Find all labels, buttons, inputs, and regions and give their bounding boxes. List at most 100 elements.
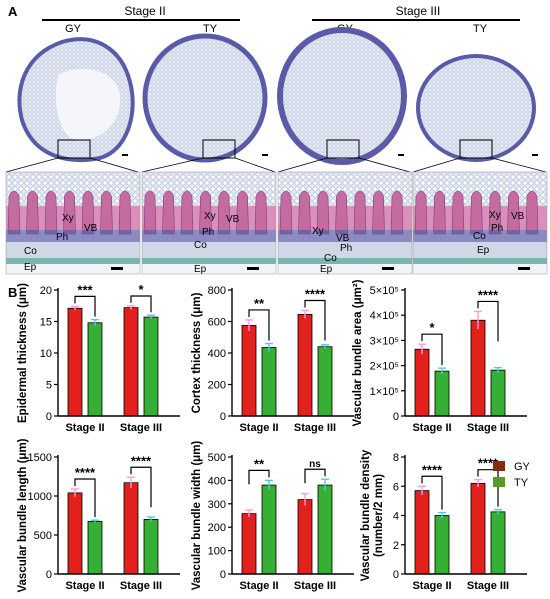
x-category-label: Stage II — [239, 580, 278, 592]
y-tick-label: 10 — [40, 348, 52, 360]
bar-chart-6: 0 2 4 6 8 Vascular bundle density(number/2 mm… — [360, 449, 527, 592]
phloem-band — [6, 230, 140, 242]
zoom-line — [491, 157, 547, 173]
significance-label: *** — [77, 282, 93, 297]
y-tick-label: 800 — [208, 285, 226, 297]
tissue-label: Ep — [477, 245, 490, 256]
x-category-label: Stage III — [467, 422, 509, 434]
outside-region — [142, 264, 276, 274]
y-tick-label: 8 — [393, 452, 399, 464]
significance-label: ** — [254, 296, 265, 311]
significance-label: * — [429, 320, 435, 335]
zoom-line — [412, 157, 461, 173]
bar-ty — [490, 511, 506, 575]
y-tick-label: 200 — [208, 522, 226, 534]
significance-bracket — [130, 295, 152, 313]
phloem-band — [278, 230, 412, 242]
y-tick-label: 0 — [46, 411, 52, 423]
cross-section-gy-stage3 — [277, 27, 407, 165]
vascular-bundle — [26, 190, 39, 235]
vascular-bundle — [414, 190, 428, 235]
x-category-label: Stage II — [412, 422, 451, 434]
y-tick-label: 4×10⁵ — [370, 310, 399, 322]
legend-swatch-gy — [493, 461, 505, 471]
section-torn-region — [56, 68, 121, 141]
bar-chart-1: 0 5 10 15 20 Epidermal thickness (μm) Stage II… — [17, 282, 180, 434]
zoom-line — [141, 157, 204, 173]
bar-gy — [123, 307, 139, 417]
bar-gy — [470, 482, 486, 575]
bar-ty — [261, 347, 277, 417]
phloem-band — [142, 230, 276, 242]
y-tick-label: 0 — [220, 569, 226, 581]
scale-bar — [122, 154, 128, 156]
y-tick-label: 400 — [208, 475, 226, 487]
tissue-label: Xy — [62, 213, 74, 224]
bar-chart-5: 0 100 200 300 400 500 Vascular bundle width (μ… — [191, 441, 354, 592]
tissue-label: Ep — [24, 262, 37, 273]
y-tick-label: 5×10⁵ — [370, 285, 399, 297]
cortex-band — [142, 242, 276, 260]
panel-b-label: B — [8, 285, 17, 300]
significance-label: * — [138, 282, 144, 297]
zoom-line — [5, 157, 59, 173]
bar-ty — [490, 369, 506, 417]
y-tick-label: 1000 — [28, 491, 52, 503]
y-tick-label: 0 — [393, 569, 399, 581]
epidermis-band — [413, 258, 547, 264]
vascular-bundle — [217, 190, 231, 235]
significance-bracket — [421, 475, 443, 510]
y-tick-label: 0 — [393, 411, 399, 423]
scale-bar — [247, 267, 259, 270]
y-tick-label: 500 — [208, 452, 226, 464]
y-tick-label: 0 — [220, 411, 226, 423]
bar-ty — [87, 322, 103, 417]
zoom-box — [326, 139, 360, 159]
significance-bracket — [477, 469, 499, 507]
tissue-label: Xy — [312, 226, 324, 237]
scale-bar — [111, 267, 123, 270]
tissue-label: Co — [194, 240, 207, 251]
vascular-bundle — [372, 190, 385, 235]
vascular-bundle — [162, 190, 175, 235]
phloem-band — [413, 230, 547, 242]
zoom-line — [358, 157, 411, 173]
x-category-label: Stage II — [65, 580, 104, 592]
bar-ty — [317, 484, 333, 575]
x-category-label: Stage III — [120, 422, 162, 434]
bar-gy — [241, 513, 257, 575]
bar-gy — [470, 319, 486, 417]
scale-bar — [518, 267, 530, 270]
y-axis-label: Cortex thickness (μm) — [191, 292, 203, 413]
bar-ty — [87, 520, 103, 575]
cortex-band — [413, 242, 547, 260]
y-tick-label: 1500 — [28, 452, 52, 464]
significance-label: ns — [309, 459, 321, 470]
zoom-box — [459, 139, 493, 159]
vascular-bundle — [470, 190, 483, 235]
significance-label: **** — [75, 465, 96, 480]
y-axis-label: Vascular bundle area (μm²) — [352, 279, 364, 426]
epidermis-band — [142, 258, 276, 264]
epidermis-band — [278, 258, 412, 264]
cross-section-ty-stage2 — [142, 33, 268, 163]
significance-bracket — [304, 468, 326, 484]
x-category-label: Stage II — [239, 422, 278, 434]
panel-frame — [141, 171, 277, 275]
zoom-box — [57, 139, 91, 159]
tissue-label: VB — [84, 223, 98, 234]
vascular-bundle — [390, 190, 404, 235]
zoom-line — [277, 157, 328, 173]
y-tick-label: 3×10⁵ — [370, 335, 399, 347]
y-tick-label: 400 — [208, 348, 226, 360]
vascular-bundle — [488, 190, 502, 235]
bar-ty — [434, 515, 450, 575]
zoom-box — [202, 139, 236, 159]
group-label-2: TY — [203, 23, 218, 35]
bar-gy — [297, 314, 313, 417]
y-tick-label: 2×10⁵ — [370, 361, 399, 373]
